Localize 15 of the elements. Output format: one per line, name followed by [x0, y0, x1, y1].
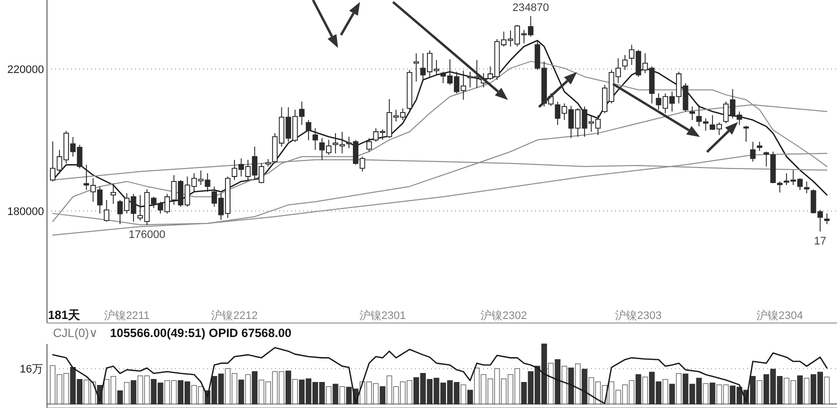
xtick: 沪镍2303 [615, 310, 662, 322]
xtick: 沪镍2304 [756, 310, 804, 322]
xtick: 沪镍2212 [211, 310, 258, 322]
ytick: 220000 [7, 64, 44, 76]
title: CJL(0)∨ [53, 326, 98, 340]
xtick: 沪镍2211 [104, 310, 150, 322]
ref-label: 16万 [20, 364, 43, 376]
subtitle: 105566.00(49:51) OPID 67568.00 [110, 326, 292, 340]
annotation: 17 [814, 236, 826, 248]
xtick: 沪镍2302 [480, 310, 527, 322]
annotation: 176000 [128, 229, 166, 242]
ytick: 180000 [7, 206, 44, 218]
xtick: 沪镍2301 [359, 310, 406, 322]
annotation: 181天 [48, 308, 80, 322]
annotation: 234870 [512, 2, 550, 14]
